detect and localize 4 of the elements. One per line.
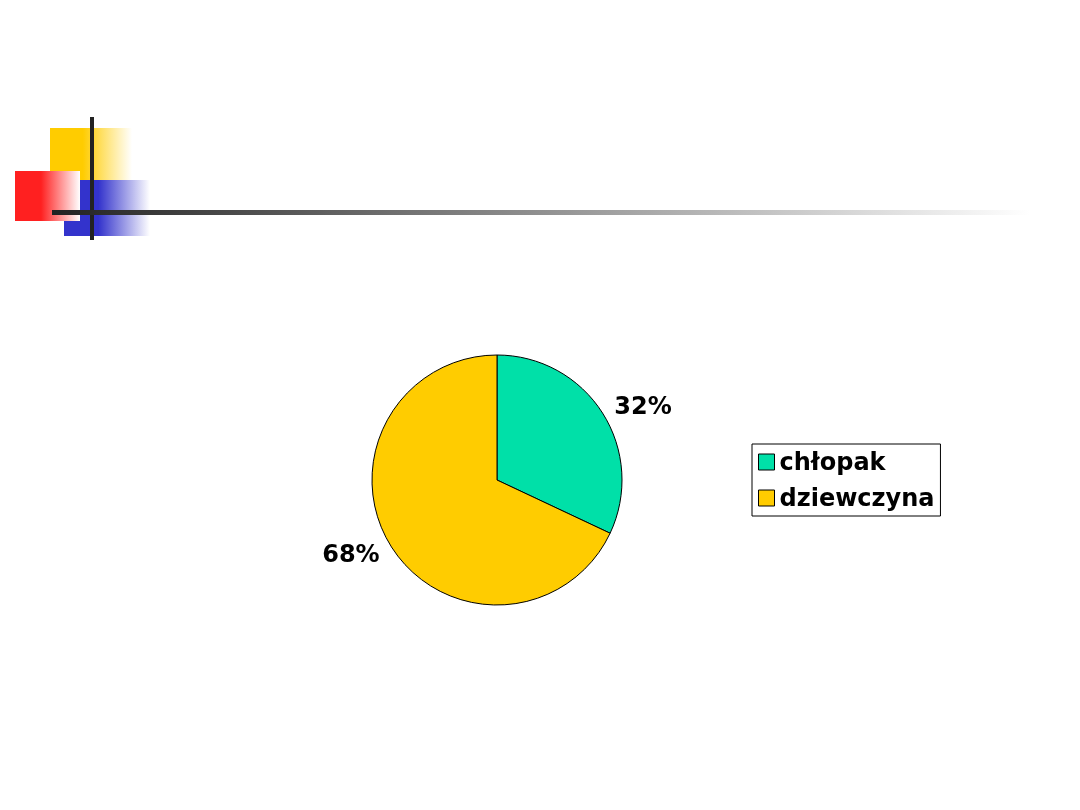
legend-label: dziewczyna bbox=[779, 484, 935, 512]
data-label: 68% bbox=[322, 540, 380, 569]
legend-label: chłopak bbox=[779, 448, 887, 476]
data-label: 32% bbox=[614, 391, 672, 420]
